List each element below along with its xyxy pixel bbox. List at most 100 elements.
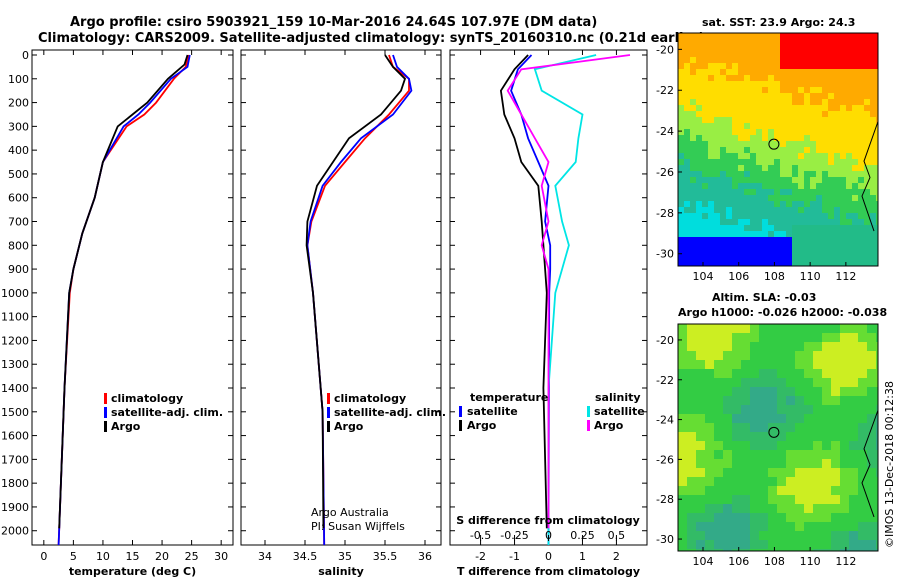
- map-cell: [720, 153, 727, 160]
- map-cell: [792, 147, 799, 154]
- map-cell: [690, 51, 697, 58]
- map-cell: [714, 495, 724, 505]
- map-cell: [840, 219, 847, 226]
- map-cell: [822, 432, 832, 442]
- map-cell: [750, 135, 757, 142]
- map-cell: [696, 63, 703, 70]
- map-cell: [684, 183, 691, 190]
- map-cell: [678, 342, 688, 352]
- map-cell: [678, 405, 688, 415]
- map-cell: [858, 195, 865, 202]
- map-cell: [738, 69, 745, 76]
- map-cell: [804, 486, 814, 496]
- map-cell: [702, 129, 709, 136]
- map-cell: [870, 33, 877, 40]
- map-cell: [798, 57, 805, 64]
- map-cell: [705, 486, 715, 496]
- map-cell: [834, 159, 841, 166]
- map-cell: [732, 405, 742, 415]
- map-cell: [876, 549, 878, 551]
- map-cell: [723, 351, 733, 361]
- map-cell: [690, 219, 697, 226]
- map-cell: [858, 468, 868, 478]
- map-cell: [840, 450, 850, 460]
- map-cell: [702, 33, 709, 40]
- map-cell: [840, 531, 850, 541]
- map-cell: [756, 63, 763, 70]
- map-cell: [726, 249, 733, 256]
- map-cell: [870, 213, 877, 220]
- map-cell: [708, 225, 715, 232]
- map-cell: [741, 378, 751, 388]
- map-cell: [780, 99, 787, 106]
- map-cell: [876, 99, 878, 106]
- map-cell: [834, 219, 841, 226]
- map-cell: [705, 540, 715, 550]
- map-cell: [780, 243, 787, 250]
- map-cell: [726, 117, 733, 124]
- map-cell: [813, 531, 823, 541]
- map-cell: [696, 57, 703, 64]
- map-cell: [723, 333, 733, 343]
- map-cell: [744, 201, 751, 208]
- map-cell: [810, 33, 817, 40]
- map-cell: [777, 459, 787, 469]
- map-cell: [786, 504, 796, 514]
- map-cell: [858, 396, 868, 406]
- map-cell: [867, 351, 877, 361]
- map-cell: [714, 195, 721, 202]
- map-cell: [822, 249, 829, 256]
- map-cell: [858, 486, 868, 496]
- map-cell: [762, 75, 769, 82]
- map-cell: [720, 39, 727, 46]
- map-x-tick-label: 112: [835, 555, 856, 568]
- map-cell: [876, 369, 878, 379]
- map-cell: [786, 513, 796, 523]
- map-cell: [741, 522, 751, 532]
- map-cell: [846, 249, 853, 256]
- map-cell: [723, 360, 733, 370]
- map-cell: [858, 153, 865, 160]
- map-cell: [840, 432, 850, 442]
- map-cell: [723, 378, 733, 388]
- map-cell: [858, 522, 868, 532]
- map-cell: [846, 129, 853, 136]
- map-cell: [762, 153, 769, 160]
- map-cell: [798, 63, 805, 70]
- map-cell: [762, 141, 769, 148]
- map-cell: [750, 414, 760, 424]
- map-cell: [720, 249, 727, 256]
- map-cell: [708, 93, 715, 100]
- map-cell: [744, 69, 751, 76]
- map-cell: [759, 522, 769, 532]
- map-cell: [792, 75, 799, 82]
- map-cell: [780, 51, 787, 58]
- map-cell: [726, 105, 733, 112]
- map-cell: [813, 477, 823, 487]
- map-cell: [864, 75, 871, 82]
- map-cell: [798, 87, 805, 94]
- map-cell: [816, 33, 823, 40]
- map-cell: [798, 219, 805, 226]
- map-cell: [816, 81, 823, 88]
- map-cell: [714, 396, 724, 406]
- map-cell: [864, 39, 871, 46]
- map-cell: [774, 57, 781, 64]
- map-cell: [774, 249, 781, 256]
- map-cell: [738, 159, 745, 166]
- map-cell: [756, 153, 763, 160]
- map-cell: [738, 141, 745, 148]
- map-cell: [720, 99, 727, 106]
- map-cell: [822, 477, 832, 487]
- map-cell: [768, 111, 775, 118]
- map-cell: [732, 468, 742, 478]
- map-cell: [756, 225, 763, 232]
- map-cell: [786, 249, 793, 256]
- map-cell: [813, 450, 823, 460]
- map-cell: [768, 351, 778, 361]
- map-cell: [828, 183, 835, 190]
- legend-label: satellite-adj. clim.: [334, 406, 446, 419]
- map-cell: [687, 486, 697, 496]
- map-cell: [732, 105, 739, 112]
- map-cell: [792, 69, 799, 76]
